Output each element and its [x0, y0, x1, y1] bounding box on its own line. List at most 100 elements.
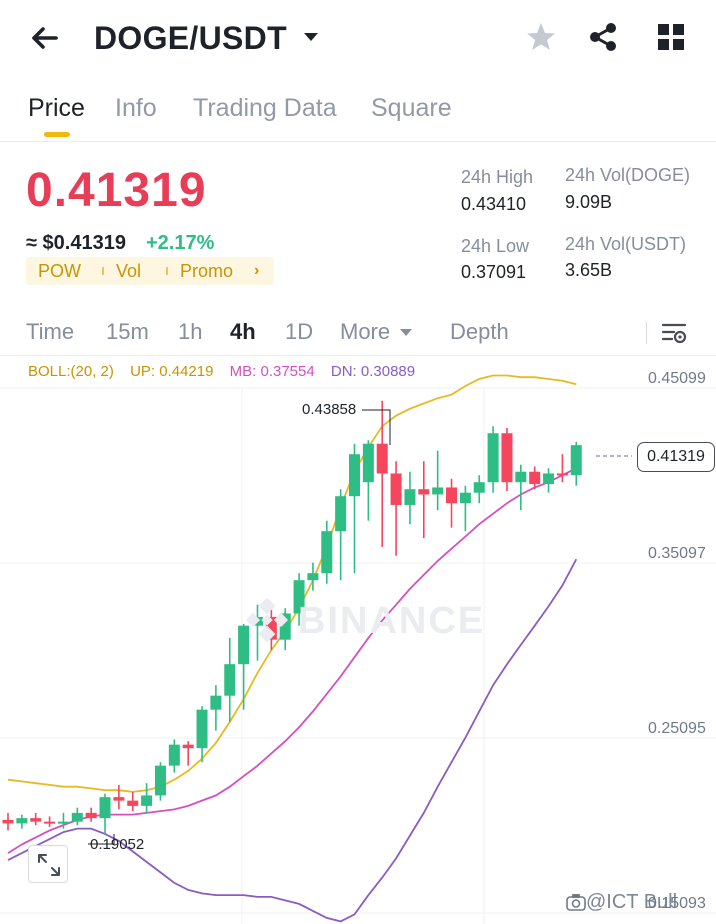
- interval-1d[interactable]: 1D: [285, 319, 314, 344]
- candle-up: [279, 608, 291, 651]
- expand-icon: [38, 854, 60, 876]
- y-axis-label: 0.25095: [648, 720, 706, 737]
- candle-up: [404, 471, 416, 525]
- candle-body: [529, 471, 541, 484]
- interval-bar: Time 15m 1h 4h 1D More Depth: [0, 310, 716, 356]
- boll-middle-value: MB: 0.37554: [229, 363, 315, 380]
- y-axis-label: 0.35097: [648, 545, 706, 562]
- y-axis-label: 0.45099: [648, 370, 706, 387]
- candle-up: [307, 562, 319, 591]
- candle-body: [432, 487, 444, 495]
- interval-time[interactable]: Time: [26, 319, 75, 344]
- candle-body: [515, 471, 527, 483]
- candlestick-chart[interactable]: [0, 357, 716, 924]
- candle-up: [432, 450, 444, 511]
- star-icon[interactable]: [524, 20, 558, 54]
- candle-body: [473, 482, 485, 493]
- back-arrow-icon[interactable]: [26, 18, 66, 58]
- candle-down: [376, 400, 388, 547]
- tab-info[interactable]: Info: [115, 94, 157, 122]
- candle-body: [570, 445, 582, 476]
- candle-down: [265, 608, 277, 651]
- interval-15m[interactable]: 15m: [106, 319, 149, 344]
- interval-more[interactable]: More: [340, 319, 391, 344]
- candle-down: [529, 466, 541, 490]
- expand-chart-button[interactable]: [28, 845, 68, 883]
- lower-band-line: [7, 558, 578, 923]
- low-marker-leader: [88, 834, 115, 845]
- candle-body: [44, 821, 56, 824]
- candle-down: [556, 454, 568, 483]
- candle-up: [238, 623, 250, 710]
- candle-body: [279, 613, 291, 640]
- interval-4h[interactable]: 4h: [230, 319, 256, 344]
- price-change-percent: +2.17%: [146, 232, 215, 254]
- candle-body: [335, 496, 347, 532]
- section-tabs: Price Info Trading Data Square: [0, 86, 716, 142]
- candle-body: [265, 616, 277, 640]
- candle-body: [543, 473, 555, 484]
- candle-body: [2, 819, 14, 824]
- candle-body: [30, 818, 42, 822]
- tag-vol[interactable]: Vol: [116, 261, 142, 281]
- interval-1h[interactable]: 1h: [178, 319, 203, 344]
- share-icon[interactable]: [586, 20, 620, 54]
- high-marker-leader: [362, 409, 391, 445]
- candle-up: [210, 685, 222, 731]
- candle-body: [418, 489, 430, 495]
- tag-promo[interactable]: Promo: [180, 261, 234, 281]
- chevron-right-icon[interactable]: ›: [254, 262, 260, 279]
- caret-down-icon[interactable]: [400, 329, 412, 337]
- candle-body: [210, 695, 222, 710]
- tab-square[interactable]: Square: [371, 94, 452, 122]
- candle-up: [335, 489, 347, 581]
- bollinger-legend: BOLL:(20, 2) UP: 0.44219 MB: 0.37554 DN:…: [28, 362, 427, 382]
- grid-icon[interactable]: [654, 20, 688, 54]
- candle-down: [2, 812, 14, 831]
- candle-body: [71, 812, 83, 822]
- candle-body: [238, 625, 250, 665]
- chart-settings-icon[interactable]: [660, 320, 688, 346]
- tag-pow[interactable]: POW: [38, 261, 81, 281]
- candle-body: [168, 744, 180, 766]
- candle-down: [390, 461, 402, 556]
- chart-grid: [0, 387, 716, 924]
- candle-body: [349, 454, 360, 497]
- tag-strip[interactable]: POW Vol Promo ›: [26, 257, 274, 285]
- active-tab-indicator: [44, 132, 70, 137]
- candle-body: [196, 709, 208, 749]
- interval-depth[interactable]: Depth: [450, 319, 509, 344]
- camera-icon: [566, 894, 586, 911]
- tab-trading-data[interactable]: Trading Data: [193, 94, 337, 122]
- candle-body: [556, 473, 568, 476]
- top-bar: DOGE/USDT: [0, 0, 716, 76]
- last-price: 0.41319: [26, 164, 207, 217]
- tab-price[interactable]: Price: [28, 94, 85, 122]
- candle-up: [57, 812, 69, 829]
- candle-body: [99, 797, 111, 819]
- candle-body: [487, 433, 499, 483]
- high-marker-label: 0.43858: [302, 401, 357, 418]
- candle-up: [515, 464, 527, 511]
- stat-24h-vol-base-value: 9.09B: [565, 192, 613, 212]
- last-price-tag: 0.41319: [637, 442, 715, 472]
- watermark-text: BINANCE: [298, 600, 486, 642]
- candle-body: [182, 744, 194, 749]
- candle-body: [57, 821, 69, 824]
- low-marker-label: 0.19052: [90, 836, 145, 853]
- candle-body: [362, 443, 374, 483]
- candle-body: [224, 664, 236, 696]
- upper-band-line: [7, 374, 577, 793]
- candle-up: [168, 739, 180, 773]
- tag-divider: [166, 267, 168, 275]
- candle-up: [459, 485, 471, 532]
- divider: [646, 322, 647, 344]
- credit-label: @ICT Bull: [586, 891, 678, 913]
- candle-body: [307, 573, 319, 581]
- trading-pair-title[interactable]: DOGE/USDT: [94, 20, 287, 56]
- candle-down: [182, 741, 194, 766]
- caret-down-icon[interactable]: [302, 30, 320, 44]
- candle-up: [293, 573, 305, 626]
- candle-down: [44, 816, 56, 827]
- stat-24h-vol-base-label: 24h Vol(DOGE): [565, 165, 691, 185]
